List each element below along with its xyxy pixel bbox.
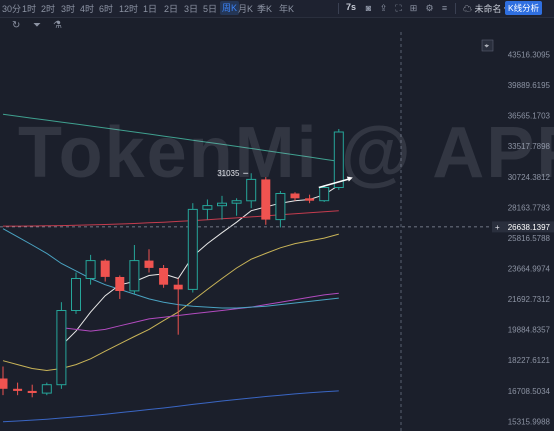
toolbar-separator	[455, 3, 456, 14]
price-axis-label: 19884.8357	[508, 326, 551, 335]
moving-average-line	[2, 390, 339, 423]
timeframe-tab[interactable]: 3时	[61, 4, 76, 14]
timeframe-tab[interactable]: 3日	[184, 4, 199, 14]
candle-body	[71, 278, 81, 311]
price-axis-label: 23664.9974	[508, 264, 551, 273]
candle-body	[217, 202, 227, 207]
moving-average-line	[3, 210, 339, 227]
current-price-label: 26638.1397	[508, 223, 551, 232]
arrow-drawing	[318, 177, 352, 189]
candle-body	[173, 284, 183, 290]
fullscreen-icon[interactable]: ⛶	[395, 3, 402, 13]
timeframe-tab[interactable]: 5日	[203, 4, 218, 14]
layout-name-selector[interactable]: ☁ 未命名 ▾	[463, 4, 509, 14]
price-axis-label: 39889.6195	[508, 81, 551, 90]
candle-body	[0, 378, 8, 389]
candle-body	[202, 205, 213, 210]
moving-average-line	[61, 292, 339, 332]
timeframe-tab[interactable]: 年K	[279, 4, 295, 14]
timeframe-tab[interactable]: 6时	[99, 4, 114, 14]
timeframe-tab[interactable]: 1日	[143, 4, 158, 14]
timeframe-tab[interactable]: 周K	[220, 1, 240, 15]
speed-selector[interactable]: 7s	[346, 2, 357, 12]
candle-body	[129, 260, 140, 292]
candle-body	[333, 131, 344, 188]
candle-body	[261, 179, 271, 220]
candle-body	[115, 277, 125, 291]
filter-icon[interactable]: ⏷	[33, 20, 41, 31]
candle-body	[319, 187, 330, 202]
candle-body	[187, 208, 198, 290]
price-axis-label: 16708.5034	[508, 387, 551, 396]
price-axis-label: 25816.5788	[508, 234, 551, 243]
price-axis-label: 43516.3095	[508, 50, 551, 59]
kline-analysis-button[interactable]: K线分析	[505, 1, 543, 15]
refresh-icon[interactable]: ↻	[12, 20, 21, 31]
timeframe-tab[interactable]: 30分	[2, 4, 22, 14]
price-axis-label: 36565.1703	[508, 112, 551, 121]
gear-icon[interactable]: ⚙	[425, 3, 434, 13]
list-icon[interactable]: ≡	[441, 3, 448, 13]
candle-body	[56, 310, 67, 386]
moving-average-line	[61, 184, 340, 346]
candle-body	[231, 200, 242, 204]
crosshair-toggle-icon	[481, 39, 494, 52]
price-axis-label: 28163.7783	[508, 203, 551, 212]
crosshair-toggle-glyph: ⌖	[485, 42, 490, 51]
moving-average-line	[2, 228, 339, 309]
share-icon[interactable]: ⇪	[379, 3, 388, 13]
candle-body	[305, 198, 315, 201]
timeframe-tab[interactable]: 月K	[238, 4, 254, 14]
candlestick-chart[interactable]: 31035 43516.3095 39889.6195 36565.1703 33517…	[0, 32, 554, 431]
timeframe-tab[interactable]: 2时	[41, 4, 56, 14]
current-price-tag	[492, 221, 554, 233]
price-axis-label: 33517.7898	[508, 142, 551, 151]
candle-body	[275, 193, 286, 221]
candle-body	[27, 390, 37, 393]
grid-icon[interactable]: ⊞	[409, 3, 418, 13]
drawing-toolbar: ↻ ⏷ ⚗	[0, 18, 554, 32]
price-axis-label: 15315.9988	[508, 417, 551, 426]
price-axis-label: 30724.3812	[508, 173, 551, 182]
candle-body	[13, 388, 23, 391]
top-toolbar: 30分 1时 2时 3时 4时 6时 12时 1日 2日 3日 5日 周K 月K 季K 年K 7s ◙ ⇪ …	[0, 0, 554, 18]
timeframe-tab[interactable]: 1时	[22, 4, 37, 14]
toolbar-separator	[338, 3, 339, 14]
moving-average-line	[2, 113, 339, 162]
camera-icon[interactable]: ◙	[365, 3, 372, 13]
layout-name-label: 未命名	[474, 4, 502, 14]
candle-body	[41, 384, 52, 394]
moving-average-line	[2, 233, 339, 372]
price-axis-label: 21692.7312	[508, 295, 551, 304]
candle-body	[144, 260, 154, 268]
high-price-label: 31035	[217, 169, 240, 178]
timeframe-tab[interactable]: 2日	[164, 4, 179, 14]
candle-body	[85, 260, 96, 280]
current-price-cross-icon: +	[495, 223, 500, 232]
timeframe-tab[interactable]: 12时	[119, 4, 139, 14]
candle-body	[290, 193, 300, 199]
timeframe-tab[interactable]: 4时	[80, 4, 95, 14]
indicator-icon[interactable]: ⚗	[53, 20, 62, 31]
candle-body	[100, 260, 110, 277]
arrow-head	[346, 176, 353, 182]
candle-body	[159, 268, 169, 285]
candle-body	[246, 178, 257, 202]
price-axis-label: 18227.6121	[508, 356, 551, 365]
timeframe-tab[interactable]: 季K	[257, 4, 273, 14]
